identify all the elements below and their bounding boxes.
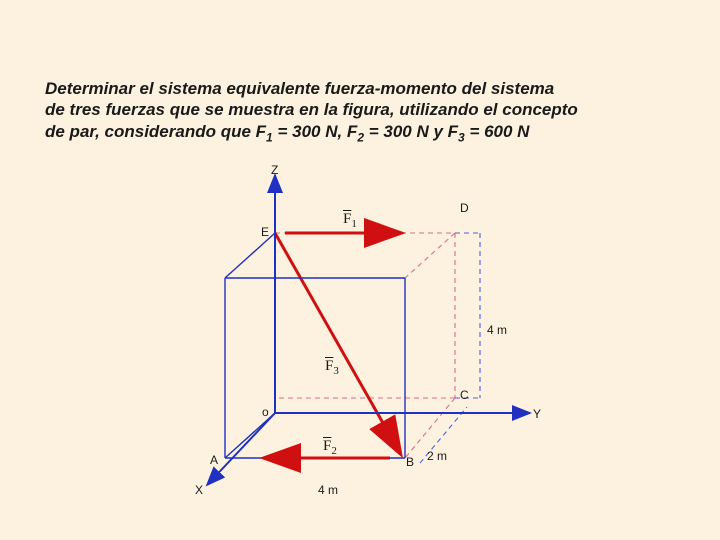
problem-statement: Determinar el sistema equivalente fuerza… (45, 78, 685, 145)
axis-x (207, 413, 275, 485)
visible-edges (225, 233, 405, 458)
label-x: X (195, 483, 203, 497)
label-4m-h: 4 m (318, 483, 338, 497)
line1: Determinar el sistema equivalente fuerza… (45, 79, 554, 98)
label-a: A (210, 453, 218, 467)
label-d: D (460, 201, 469, 215)
hidden-edges (275, 233, 455, 458)
label-f1: F1 (343, 211, 357, 230)
label-z: Z (271, 163, 278, 177)
label-4m-v: 4 m (487, 323, 507, 337)
label-f2: F2 (323, 438, 337, 457)
label-c: C (460, 388, 469, 402)
line3a: de par, considerando que F (45, 122, 266, 141)
label-f3: F3 (325, 358, 339, 377)
label-o: o (262, 405, 269, 419)
line2: de tres fuerzas que se muestra en la fig… (45, 100, 578, 119)
force-f3 (275, 233, 400, 453)
label-y: Y (533, 407, 541, 421)
label-e: E (261, 225, 269, 239)
label-b: B (406, 455, 414, 469)
diagram-svg (195, 163, 545, 518)
axes (207, 175, 530, 485)
diagram-3d: Z Y X o A B C D E 4 m 2 m 4 m F1 F2 F3 (195, 163, 545, 518)
label-2m: 2 m (427, 449, 447, 463)
